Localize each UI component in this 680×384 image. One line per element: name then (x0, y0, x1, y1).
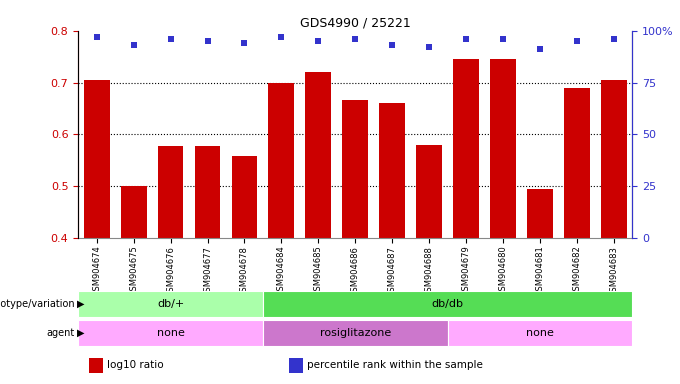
Text: log10 ratio: log10 ratio (107, 360, 164, 370)
Text: ▶: ▶ (77, 299, 84, 309)
Bar (89, 359, 103, 373)
Text: none: none (156, 328, 184, 338)
Bar (78, 291, 263, 317)
Bar (453, 59, 479, 238)
Point (128, 42, 139, 48)
Bar (263, 320, 447, 346)
Bar (263, 291, 632, 317)
Bar (84, 80, 109, 238)
Point (91, 34, 102, 40)
Point (276, 34, 287, 40)
Point (534, 46, 545, 53)
Text: genotype/variation: genotype/variation (0, 299, 75, 309)
Bar (342, 100, 369, 238)
Text: db/+: db/+ (157, 299, 184, 309)
Text: db/db: db/db (432, 299, 464, 309)
Text: rosiglitazone: rosiglitazone (320, 328, 391, 338)
Bar (416, 145, 442, 238)
Bar (490, 59, 516, 238)
Bar (289, 359, 303, 373)
Bar (78, 320, 263, 346)
Point (609, 36, 619, 42)
Bar (194, 146, 220, 238)
Point (571, 38, 582, 44)
Bar (120, 186, 147, 238)
Point (350, 36, 360, 42)
Bar (379, 103, 405, 238)
Text: none: none (526, 328, 554, 338)
Point (313, 38, 324, 44)
Bar (305, 72, 331, 238)
Point (202, 38, 213, 44)
Point (460, 36, 471, 42)
Point (239, 40, 250, 46)
Text: percentile rank within the sample: percentile rank within the sample (307, 360, 482, 370)
Bar (447, 320, 632, 346)
Bar (601, 80, 627, 238)
Text: ▶: ▶ (77, 328, 84, 338)
Bar (231, 156, 258, 238)
Bar (269, 83, 294, 238)
Bar (527, 189, 553, 238)
Text: agent: agent (46, 328, 75, 338)
Bar (158, 146, 184, 238)
Point (498, 36, 509, 42)
Point (424, 44, 435, 50)
Title: GDS4990 / 25221: GDS4990 / 25221 (300, 17, 411, 30)
Point (387, 42, 398, 48)
Point (165, 36, 176, 42)
Bar (564, 88, 590, 238)
